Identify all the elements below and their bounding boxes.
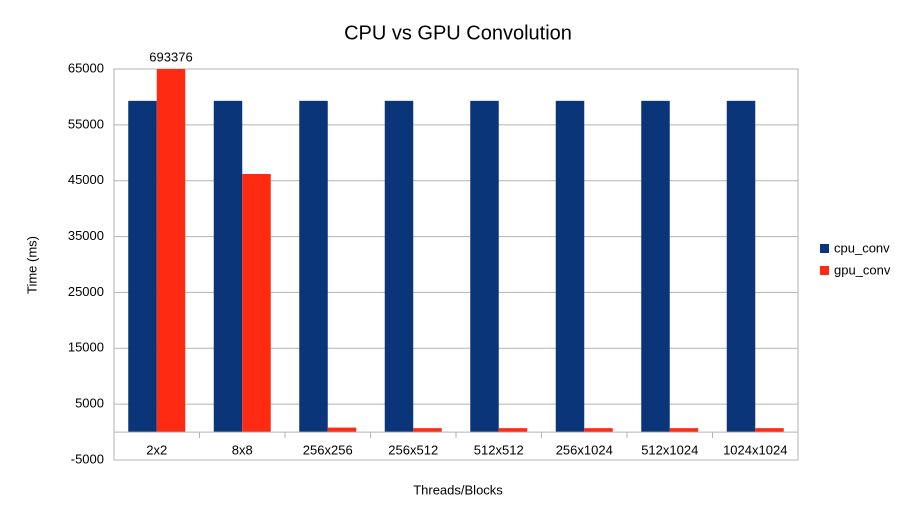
x-tick-label: 1024x1024 (723, 442, 787, 457)
bar (156, 69, 186, 433)
bar (555, 100, 585, 433)
bar (584, 428, 613, 433)
x-tick-label: 256x1024 (556, 442, 613, 457)
y-tick-label: 15000 (68, 340, 104, 355)
bar (242, 174, 271, 433)
data-label: 693376 (149, 49, 192, 64)
legend-swatch (820, 266, 829, 275)
bars (128, 69, 784, 433)
y-tick-label: 45000 (68, 172, 104, 187)
chart-title: CPU vs GPU Convolution (344, 22, 572, 44)
y-tick-label: -5000 (71, 451, 104, 466)
legend-label: cpu_conv (834, 240, 890, 255)
x-tick-label: 256x512 (388, 442, 438, 457)
bar (641, 100, 670, 433)
y-tick-label: 55000 (68, 116, 104, 131)
x-tick-label: 8x8 (232, 442, 253, 457)
x-tick-label: 256x256 (303, 442, 353, 457)
legend-swatch (820, 244, 829, 253)
x-tick-label: 512x1024 (641, 442, 698, 457)
bar (384, 100, 414, 433)
x-tick-label: 512x512 (474, 442, 524, 457)
bar (470, 100, 499, 433)
y-tick-label: 5000 (75, 396, 104, 411)
bar (128, 100, 157, 433)
y-tick-label: 35000 (68, 228, 104, 243)
bar (755, 428, 784, 433)
bar (726, 100, 756, 433)
y-tick-label: 65000 (68, 60, 104, 75)
bar (498, 428, 528, 433)
legend-label: gpu_conv (834, 262, 891, 277)
bar (299, 100, 328, 433)
bar (669, 428, 699, 433)
bar (213, 100, 243, 433)
bar (413, 428, 442, 433)
x-tick-label: 2x2 (146, 442, 167, 457)
y-tick-label: 25000 (68, 284, 104, 299)
plot-border (113, 68, 799, 461)
x-axis-label: Threads/Blocks (413, 482, 503, 497)
bar (327, 427, 357, 433)
y-axis-label: Time (ms) (24, 236, 39, 294)
